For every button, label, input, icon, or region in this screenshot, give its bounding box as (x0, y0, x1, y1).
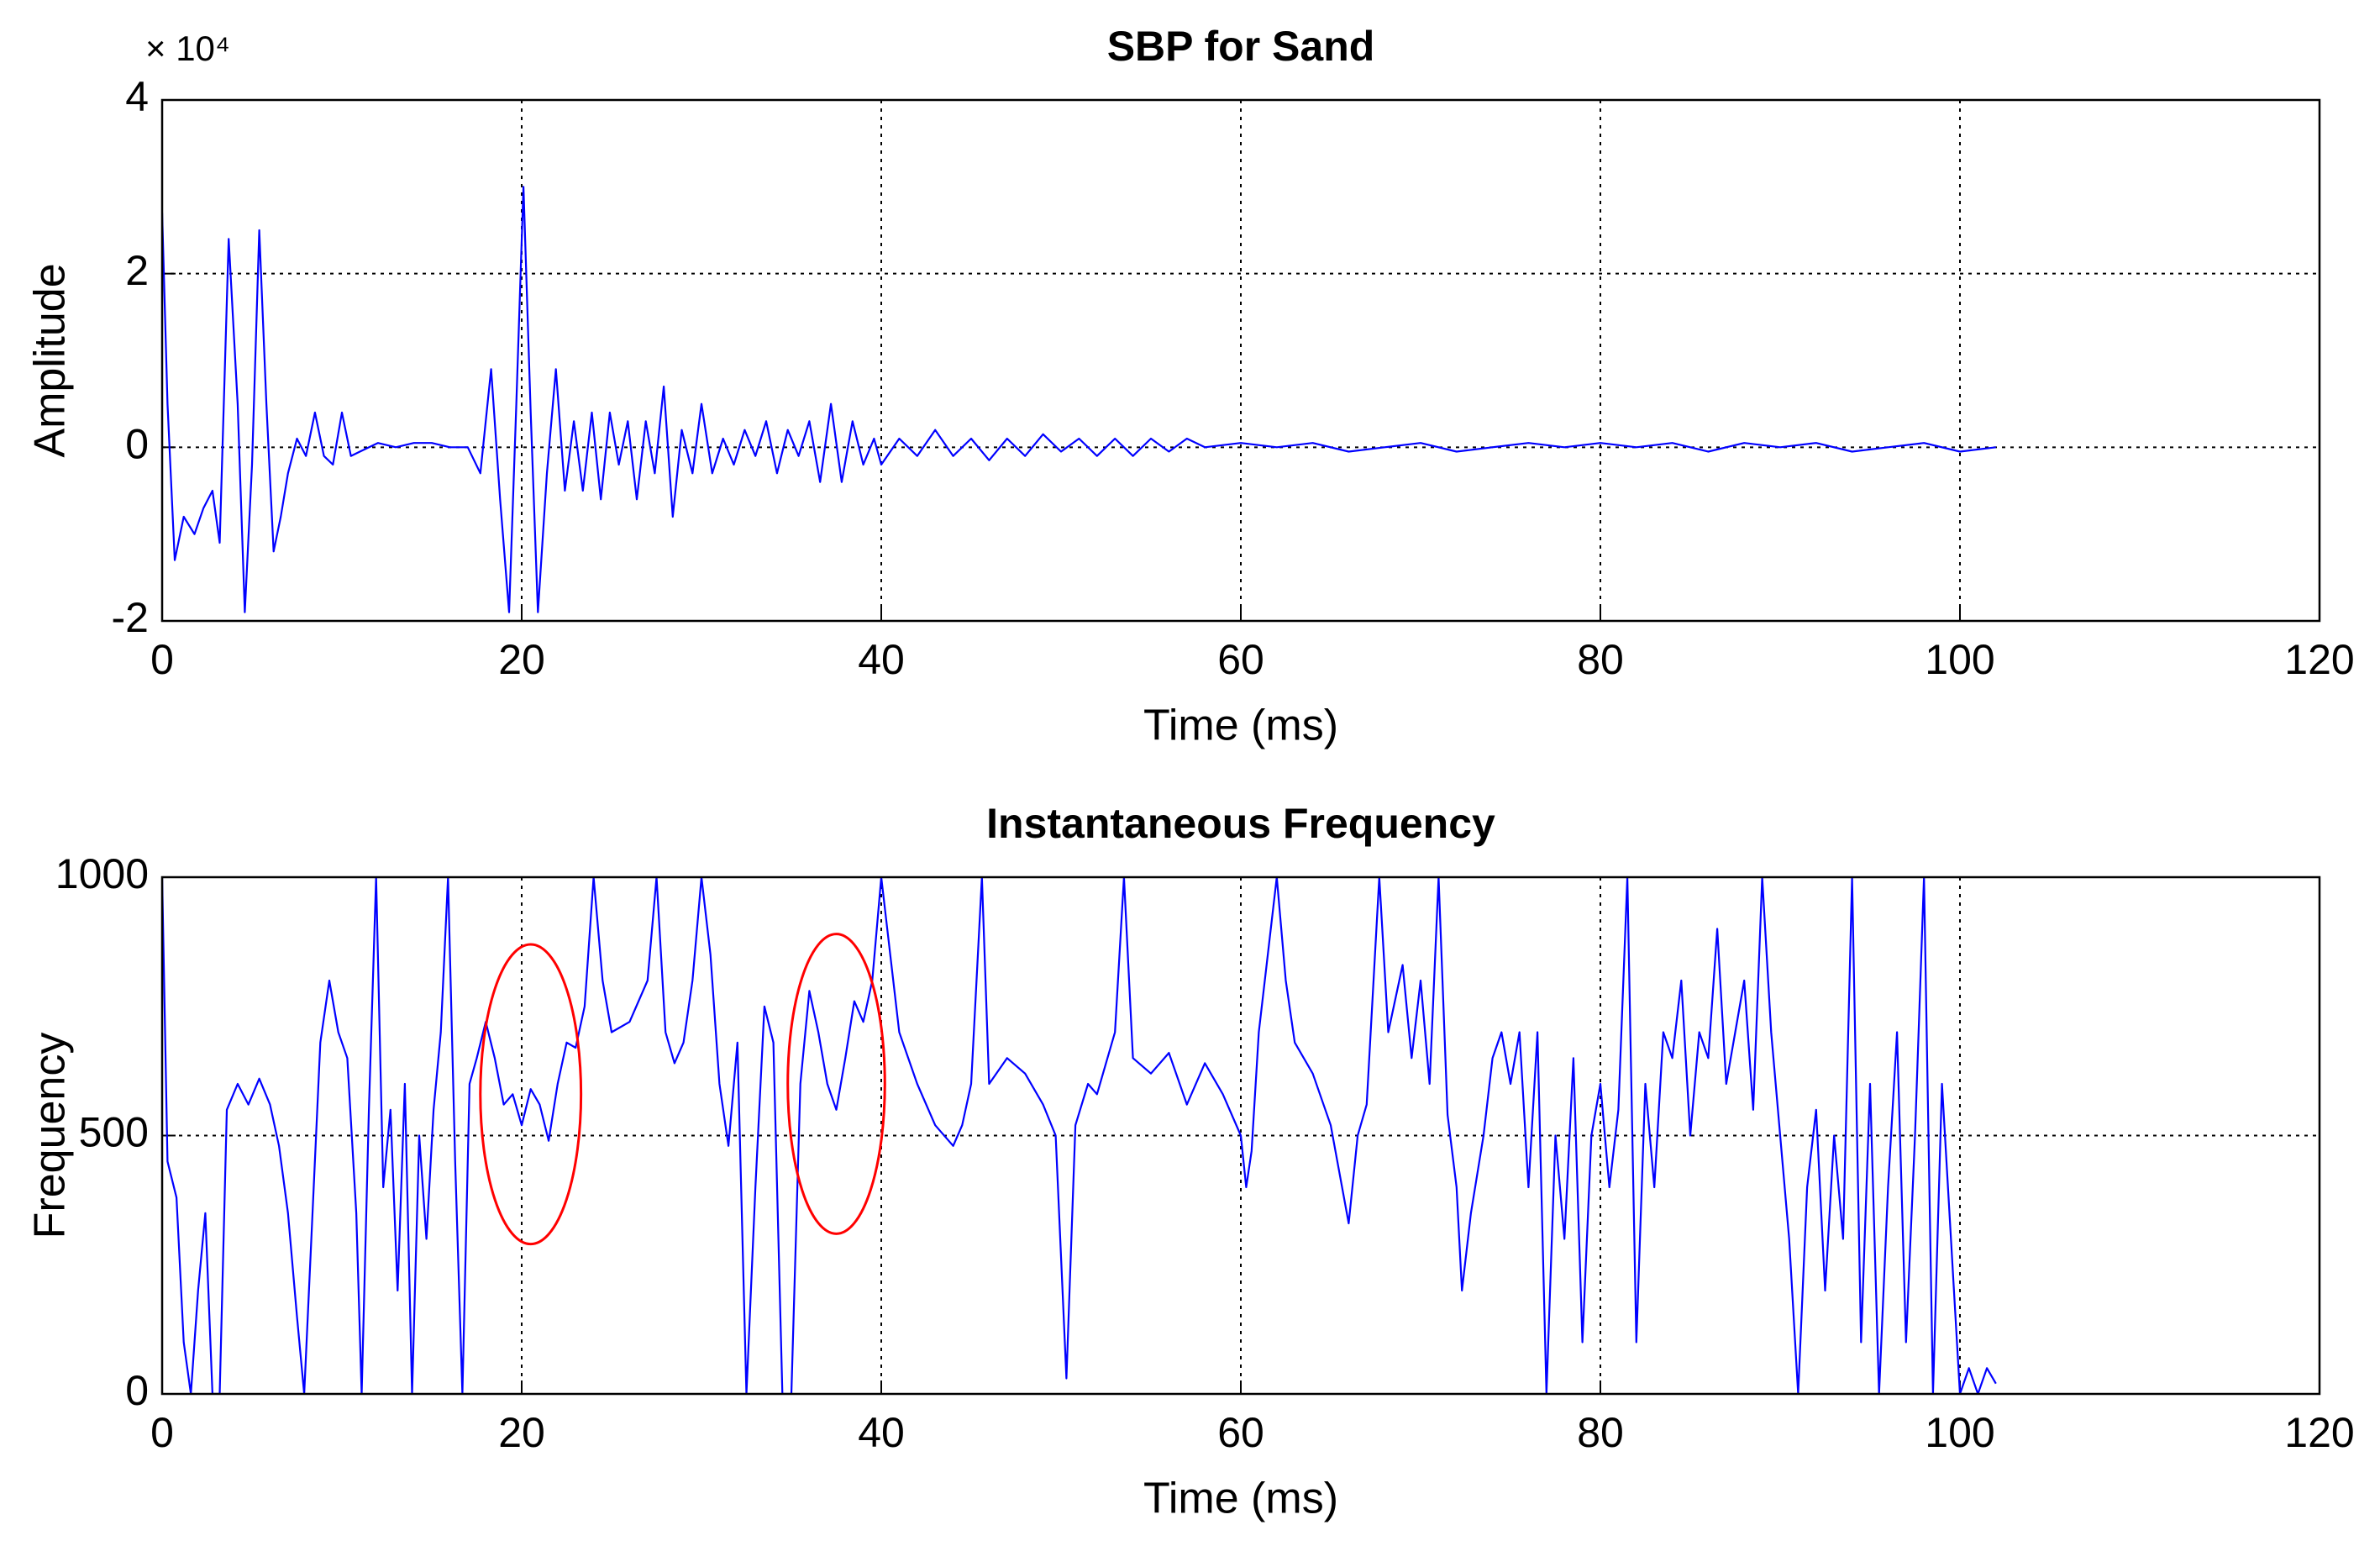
x-tick-label: 60 (1217, 1409, 1264, 1456)
y-tick-label: -2 (112, 594, 149, 641)
chart-title: SBP for Sand (1107, 23, 1375, 70)
x-tick-label: 40 (858, 636, 905, 683)
highlight-ellipse (786, 933, 886, 1235)
x-tick-label: 80 (1577, 1409, 1624, 1456)
x-tick-label: 0 (150, 1409, 174, 1456)
signal-line (162, 186, 1996, 613)
signal-line (162, 877, 1997, 1394)
y-axis-label: Amplitude (26, 263, 75, 457)
y-tick-label: 2 (125, 247, 149, 294)
axes-frame (160, 876, 2321, 1396)
chart-title: Instantaneous Frequency (986, 800, 1495, 847)
y-tick-label: 0 (125, 421, 149, 468)
highlight-ellipse (479, 943, 583, 1246)
y-axis-label: Frequency (26, 1033, 75, 1239)
plot-content (162, 186, 1996, 613)
x-axis-label: Time (ms) (1143, 702, 1338, 750)
y-tick-label: 4 (125, 73, 149, 120)
axes-frame (160, 98, 2321, 623)
x-tick-label: 120 (2284, 1409, 2354, 1456)
x-tick-label: 80 (1577, 636, 1624, 683)
x-tick-label: 60 (1217, 636, 1264, 683)
x-tick-label: 40 (858, 1409, 905, 1456)
x-tick-label: 100 (1925, 1409, 1994, 1456)
x-tick-label: 100 (1925, 636, 1994, 683)
axis-multiplier: × 10⁴ (145, 29, 230, 68)
x-axis-label: Time (ms) (1143, 1475, 1338, 1523)
y-tick-label: 0 (125, 1367, 149, 1414)
x-tick-label: 120 (2284, 636, 2354, 683)
plot-content (162, 877, 1997, 1394)
y-tick-label: 1000 (55, 850, 149, 897)
x-tick-label: 0 (150, 636, 174, 683)
y-tick-label: 500 (79, 1109, 149, 1156)
x-tick-label: 20 (498, 1409, 545, 1456)
x-tick-label: 20 (498, 636, 545, 683)
